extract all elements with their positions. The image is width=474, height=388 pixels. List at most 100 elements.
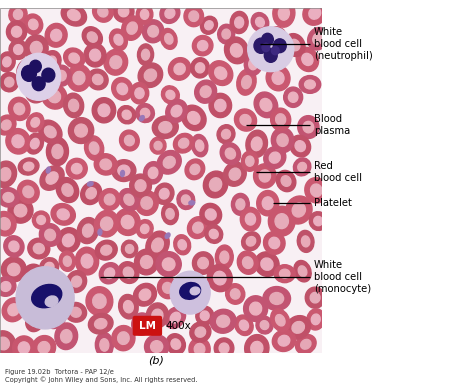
Ellipse shape [1,120,11,130]
Ellipse shape [72,276,82,287]
Ellipse shape [254,164,276,188]
Ellipse shape [166,90,175,99]
Ellipse shape [303,1,327,25]
Ellipse shape [184,6,203,27]
Ellipse shape [63,256,71,266]
Ellipse shape [134,283,156,306]
Ellipse shape [301,340,311,349]
Ellipse shape [28,19,38,29]
Ellipse shape [87,69,108,90]
Circle shape [30,60,41,73]
Ellipse shape [71,307,81,317]
Ellipse shape [295,334,316,354]
Ellipse shape [38,120,62,144]
Ellipse shape [142,20,164,43]
Text: Figure 19.02b  Tortora - PAP 12/e
Copyright © John Wiley and Sons, Inc. All righ: Figure 19.02b Tortora - PAP 12/e Copyrig… [5,369,197,383]
Ellipse shape [246,156,254,166]
Ellipse shape [171,339,181,349]
Ellipse shape [23,186,34,197]
Ellipse shape [194,343,205,355]
FancyBboxPatch shape [133,316,162,336]
Ellipse shape [0,73,18,92]
Ellipse shape [54,282,64,292]
Circle shape [273,39,286,53]
Ellipse shape [209,61,233,85]
Ellipse shape [244,296,268,321]
Ellipse shape [314,217,323,226]
Ellipse shape [257,42,269,55]
Ellipse shape [200,203,222,225]
Ellipse shape [136,4,153,24]
Ellipse shape [295,141,305,152]
Ellipse shape [84,43,106,67]
Ellipse shape [118,294,138,319]
Ellipse shape [152,116,178,139]
Ellipse shape [219,343,229,353]
Ellipse shape [32,336,55,360]
Ellipse shape [88,314,113,334]
Ellipse shape [124,194,134,205]
Ellipse shape [290,135,310,157]
Ellipse shape [51,29,62,41]
Ellipse shape [30,139,39,149]
Ellipse shape [114,35,123,45]
Ellipse shape [160,3,180,23]
Ellipse shape [98,104,110,116]
Ellipse shape [189,338,210,361]
Ellipse shape [9,40,27,59]
Ellipse shape [104,49,128,75]
Ellipse shape [61,4,87,26]
Ellipse shape [162,203,178,225]
Ellipse shape [86,188,96,199]
Ellipse shape [269,237,280,249]
Ellipse shape [0,211,16,236]
Ellipse shape [140,9,149,19]
Ellipse shape [146,231,169,259]
Ellipse shape [298,266,307,277]
Ellipse shape [195,63,205,73]
Ellipse shape [166,100,187,123]
Ellipse shape [145,335,169,359]
Ellipse shape [100,159,111,170]
Ellipse shape [18,158,39,175]
Ellipse shape [118,6,129,17]
Ellipse shape [222,29,230,39]
Ellipse shape [109,29,128,50]
Ellipse shape [230,44,242,57]
Ellipse shape [122,110,131,119]
Ellipse shape [148,26,158,37]
Ellipse shape [182,195,190,204]
Ellipse shape [255,17,264,27]
Ellipse shape [137,220,153,238]
Ellipse shape [59,251,75,271]
Ellipse shape [310,293,320,303]
Ellipse shape [225,148,236,159]
Ellipse shape [179,138,189,148]
Ellipse shape [98,229,102,235]
Ellipse shape [226,284,245,304]
Ellipse shape [281,176,291,186]
Ellipse shape [45,229,55,241]
Ellipse shape [154,141,162,150]
Ellipse shape [26,310,45,332]
Ellipse shape [127,22,137,34]
Ellipse shape [0,161,17,187]
Ellipse shape [98,7,108,17]
Ellipse shape [94,319,107,329]
Ellipse shape [200,86,211,97]
Ellipse shape [187,217,209,239]
Ellipse shape [8,263,20,276]
Ellipse shape [123,267,134,278]
Ellipse shape [18,180,39,203]
Ellipse shape [32,211,50,229]
Ellipse shape [157,277,178,299]
Circle shape [254,38,268,53]
Ellipse shape [47,56,56,67]
Ellipse shape [52,65,71,86]
Ellipse shape [56,70,66,81]
Ellipse shape [2,298,25,322]
Ellipse shape [94,210,119,237]
Ellipse shape [18,342,29,354]
Ellipse shape [259,170,271,182]
Ellipse shape [229,168,241,180]
